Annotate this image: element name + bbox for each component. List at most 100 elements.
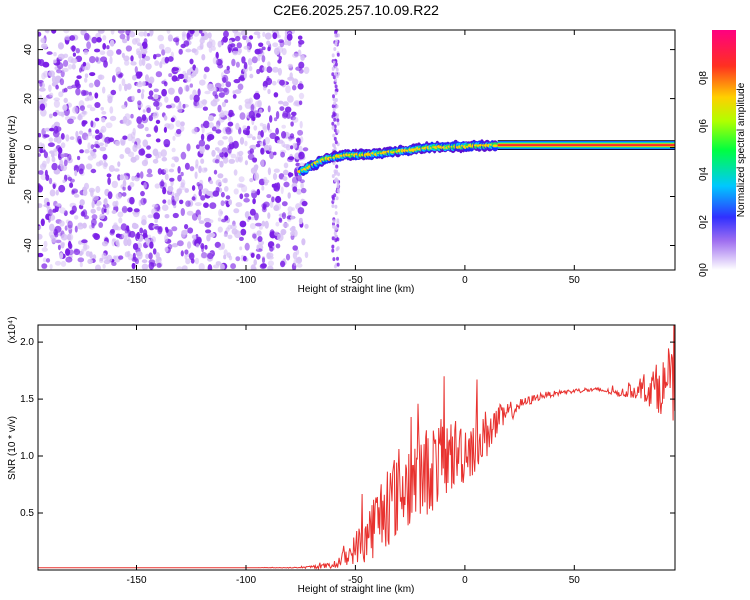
- noise-speck: [40, 173, 47, 181]
- noise-speck: [94, 102, 101, 108]
- noise-speck: [214, 159, 220, 164]
- noise-speck: [269, 151, 274, 160]
- noise-speck: [117, 30, 125, 34]
- noise-speck: [115, 140, 120, 146]
- noise-speck: [267, 122, 270, 131]
- noise-speck: [333, 231, 337, 236]
- noise-speck: [304, 223, 309, 229]
- noise-speck: [68, 243, 73, 250]
- noise-speck: [99, 146, 107, 152]
- noise-speck: [332, 108, 336, 113]
- noise-speck: [40, 109, 47, 117]
- snr-series-line: [38, 325, 675, 570]
- noise-speck: [123, 238, 129, 247]
- noise-speck: [198, 139, 206, 147]
- noise-speck: [337, 172, 340, 177]
- noise-speck: [132, 243, 139, 250]
- noise-speck: [260, 148, 264, 154]
- noise-speck: [228, 255, 233, 261]
- noise-speck: [203, 202, 209, 208]
- noise-speck: [199, 146, 205, 154]
- noise-speck: [163, 126, 167, 133]
- x-tick-label: 50: [569, 575, 581, 586]
- noise-speck: [91, 200, 95, 209]
- noise-speck: [164, 226, 169, 231]
- noise-speck: [146, 107, 151, 114]
- noise-speck: [218, 112, 226, 118]
- noise-speck: [145, 63, 152, 70]
- noise-speck: [295, 66, 302, 71]
- colorbar-tick-label: 0.4: [698, 167, 709, 181]
- noise-speck: [230, 224, 237, 230]
- noise-speck: [297, 256, 302, 263]
- noise-speck: [41, 43, 48, 49]
- noise-speck: [74, 225, 78, 233]
- noise-speck: [197, 183, 204, 191]
- noise-speck: [267, 167, 271, 176]
- noise-speck: [100, 106, 104, 111]
- noise-speck: [208, 122, 214, 129]
- noise-speck: [118, 217, 123, 224]
- noise-speck: [220, 191, 225, 198]
- noise-speck: [288, 171, 292, 178]
- noise-speck: [267, 212, 271, 220]
- noise-speck: [91, 222, 95, 229]
- noise-speck: [161, 49, 166, 56]
- noise-speck: [63, 159, 68, 167]
- noise-speck: [198, 189, 202, 197]
- noise-speck: [334, 33, 338, 38]
- noise-speck: [331, 66, 335, 71]
- noise-speck: [53, 148, 58, 153]
- noise-speck: [164, 96, 169, 103]
- noise-speck: [185, 48, 192, 53]
- noise-speck: [177, 174, 182, 182]
- x-tick-label: -150: [126, 575, 146, 586]
- noise-speck: [38, 31, 42, 37]
- noise-speck: [115, 193, 122, 200]
- noise-speck: [222, 178, 227, 184]
- noise-speck: [153, 88, 159, 93]
- noise-speck: [144, 126, 149, 132]
- noise-speck: [87, 155, 94, 161]
- noise-speck: [264, 32, 272, 40]
- noise-speck: [332, 224, 336, 229]
- noise-speck: [279, 79, 285, 86]
- noise-speck: [180, 179, 186, 187]
- noise-speck: [101, 117, 106, 123]
- noise-speck: [164, 173, 169, 180]
- noise-speck: [228, 136, 234, 144]
- noise-speck: [223, 69, 231, 75]
- noise-speck: [143, 38, 148, 45]
- noise-speck: [42, 257, 47, 263]
- noise-speck: [109, 115, 117, 122]
- noise-speck: [109, 106, 114, 114]
- noise-speck: [126, 238, 132, 247]
- noise-speck: [102, 43, 107, 50]
- x-tick-label: -50: [348, 275, 363, 286]
- noise-speck: [94, 92, 99, 99]
- noise-speck: [287, 206, 293, 213]
- noise-speck: [172, 67, 179, 71]
- noise-speck: [336, 52, 340, 57]
- noise-speck: [71, 45, 76, 52]
- noise-speck: [193, 94, 200, 103]
- noise-speck: [41, 247, 48, 252]
- noise-speck: [204, 90, 211, 95]
- noise-speck: [94, 48, 101, 53]
- noise-speck: [274, 231, 279, 237]
- noise-speck: [103, 199, 107, 205]
- noise-speck: [122, 38, 128, 44]
- noise-speck: [336, 129, 340, 134]
- noise-speck: [259, 263, 267, 270]
- noise-speck: [94, 79, 101, 88]
- noise-speck: [155, 53, 162, 58]
- noise-speck: [298, 217, 303, 225]
- noise-speck: [69, 182, 74, 188]
- noise-speck: [295, 137, 301, 143]
- noise-speck: [250, 189, 256, 194]
- noise-speck: [161, 156, 168, 162]
- noise-speck: [40, 37, 46, 44]
- noise-speck: [64, 35, 71, 41]
- noise-speck: [153, 111, 159, 119]
- noise-speck: [60, 260, 67, 267]
